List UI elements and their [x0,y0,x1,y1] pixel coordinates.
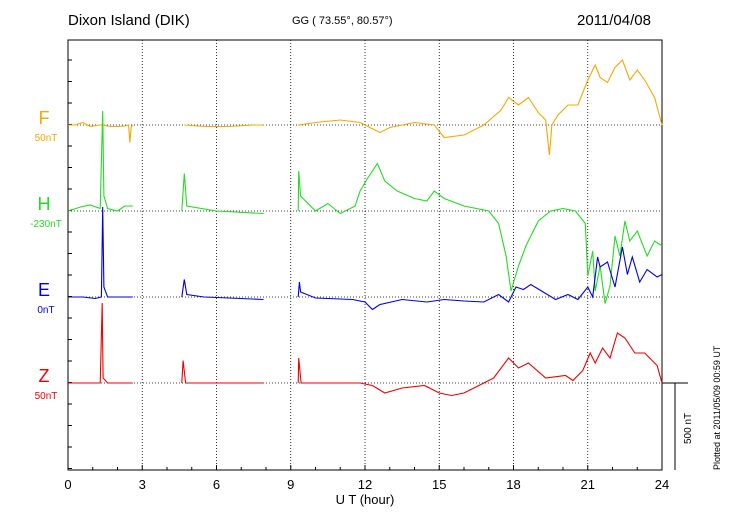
x-tick-label: 24 [655,477,669,492]
series-e-line [181,279,264,301]
x-tick-label: 0 [64,477,71,492]
component-label-z: Z [39,366,50,386]
x-tick-label: 6 [213,477,220,492]
baseline-label-e: 0nT [37,305,54,316]
baseline-label-z: 50nT [35,391,58,402]
geographic-coordinates: GG ( 73.55°, 80.57°) [292,15,393,27]
x-tick-label: 3 [139,477,146,492]
series-f-line [298,58,663,156]
x-tick-label: 15 [432,477,446,492]
x-tick-label: 12 [358,477,372,492]
baseline-label-h: -230nT [30,219,62,230]
x-tick-label: 18 [506,477,520,492]
component-label-e: E [38,280,50,300]
series-h-line [297,162,663,304]
x-axis-label: U T (hour) [336,492,395,507]
plot-date: 2011/04/08 [577,12,651,29]
series-z-line [181,360,264,384]
scale-bar-label: 500 nT [683,413,694,444]
plotted-at-note: Plotted at 2011/05/09 00:59 UT [712,345,722,470]
baseline-label-f: 50nT [35,133,58,144]
series-f-line [184,124,264,128]
series-e-line [297,246,663,311]
component-label-h: H [38,194,51,214]
series-z-line [68,302,133,384]
x-tick-label: 9 [287,477,294,492]
station-title: Dixon Island (DIK) [68,12,190,29]
component-label-f: F [39,108,50,128]
series-h-line [67,110,133,212]
series-f-line [68,121,134,143]
series-h-line [181,173,264,215]
series-z-line [297,332,663,397]
x-tick-label: 21 [581,477,595,492]
series-e-line [68,206,133,300]
